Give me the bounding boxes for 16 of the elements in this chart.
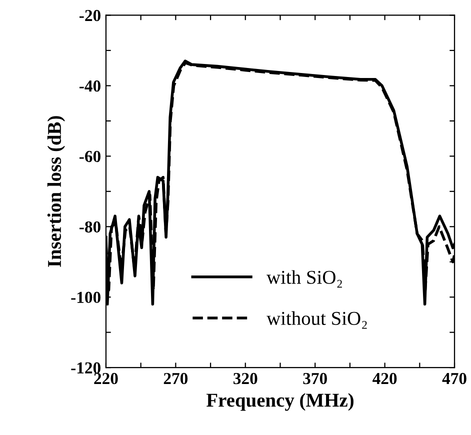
x-tick-label: 470 bbox=[442, 372, 466, 384]
y-tick-label: -80 bbox=[80, 221, 100, 233]
y-axis-title: Insertion loss (dB) bbox=[47, 116, 66, 267]
x-tick-label: 370 bbox=[303, 372, 327, 384]
y-tick-label: -120 bbox=[71, 362, 100, 374]
y-tick-label: -100 bbox=[71, 292, 100, 304]
x-axis-title: Frequency (MHz) bbox=[206, 393, 354, 411]
x-tick-label: 420 bbox=[372, 372, 397, 384]
legend-label: with SiO₂ bbox=[266, 270, 342, 288]
legend-label: without SiO₂ bbox=[266, 311, 367, 329]
y-tick-label: -20 bbox=[80, 10, 100, 22]
y-tick-label: -40 bbox=[80, 80, 100, 92]
x-tick-label: 320 bbox=[234, 372, 258, 384]
x-tick-label: 270 bbox=[164, 372, 188, 384]
x-tick-label: 220 bbox=[94, 372, 118, 384]
y-tick-label: -60 bbox=[80, 150, 100, 162]
